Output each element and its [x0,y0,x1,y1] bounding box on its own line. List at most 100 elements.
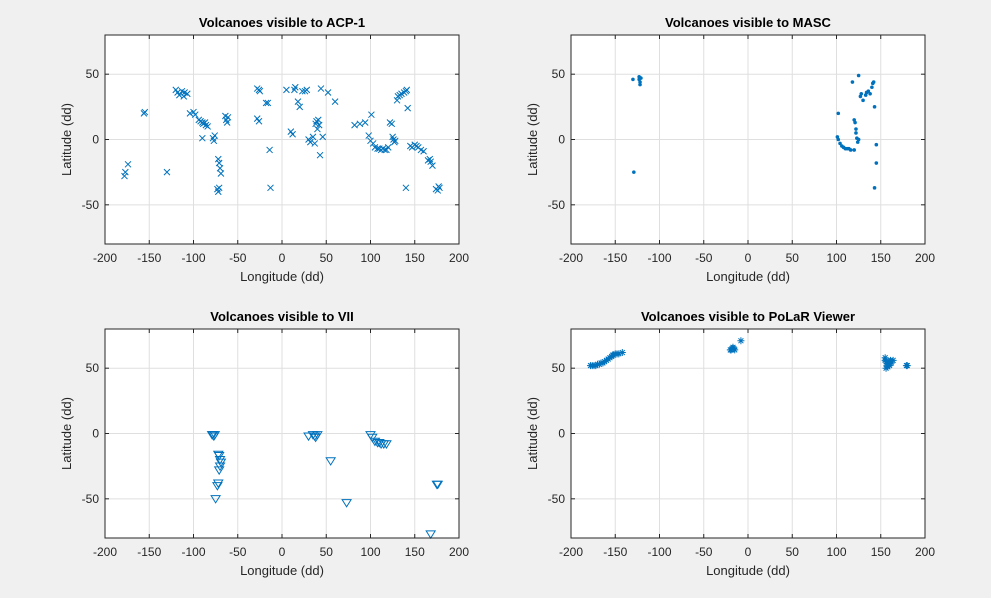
data-point [429,162,436,169]
x-tick-label: -50 [229,251,247,265]
data-point [848,148,853,152]
data-point [432,480,444,490]
data-point [309,133,317,141]
data-point [311,140,319,147]
scatter-points [206,431,444,540]
data-point [316,151,324,159]
x-tick-label: -200 [559,251,583,265]
data-point [351,121,358,129]
data-point [856,137,861,142]
data-point [836,137,841,142]
y-tick-label: 50 [86,67,100,81]
data-point [836,111,841,116]
data-point [214,155,222,163]
data-point [215,184,223,192]
data-point [210,137,218,145]
x-tick-label: -150 [603,545,627,559]
data-point [361,119,369,126]
data-point [186,110,194,117]
data-point [356,120,364,128]
data-point [854,127,858,131]
data-point [210,495,222,504]
chart-title: Volcanoes visible to PoLaR Viewer [641,309,855,324]
x-tick-label: -100 [181,251,205,265]
x-tick-label: -50 [695,545,713,559]
data-point [180,93,188,100]
data-point [420,147,427,155]
data-point [859,91,864,96]
x-tick-label: 50 [786,545,800,559]
x-tick-label: 0 [745,545,752,559]
x-tick-label: 50 [320,545,334,559]
data-point [886,362,894,370]
data-point [262,99,270,107]
data-point [365,132,373,139]
x-tick-label: 150 [871,251,891,265]
y-axis-label: Latitude (dd) [525,397,540,470]
data-point [319,133,327,141]
data-point [216,164,224,172]
y-tick-label: -50 [82,198,100,212]
data-point [315,121,323,129]
data-point [314,116,322,124]
x-tick-label: -200 [93,545,117,559]
data-point [850,80,855,84]
x-axis-label: Longitude (dd) [706,269,790,284]
data-point [866,89,871,93]
x-axis-label: Longitude (dd) [240,563,324,578]
data-point [317,85,325,92]
x-tick-label: 100 [826,545,846,559]
x-tick-label: -50 [229,545,247,559]
scatter-points [586,337,911,372]
data-point [731,346,739,354]
data-point [889,356,897,364]
data-point [874,142,879,147]
data-point [266,146,273,154]
data-point [861,98,865,103]
y-tick-label: 50 [552,361,566,375]
data-point [615,350,623,358]
data-point [303,86,311,94]
data-point [198,134,206,142]
y-tick-label: 0 [558,133,565,147]
x-tick-label: 0 [745,251,752,265]
data-point [331,98,339,105]
data-point [374,145,381,152]
x-tick-label: -150 [603,251,627,265]
data-point [618,349,626,357]
x-tick-label: 200 [915,545,935,559]
subplot-acp1: -200 -150 -100 -50 0 50 100 150 200 -50 0 50 Volcano… [59,15,469,284]
data-point [209,431,221,440]
data-point [639,76,643,80]
chart-title: Volcanoes visible to MASC [665,15,832,30]
data-point [369,140,377,147]
data-point [381,146,389,154]
data-point [852,148,856,152]
data-point [256,87,264,95]
data-point [294,98,302,105]
data-point [872,186,877,190]
data-point [425,530,437,540]
data-point [267,184,274,192]
x-tick-label: -200 [559,545,583,559]
data-point [255,117,263,125]
data-point [631,77,635,82]
x-tick-label: 0 [279,545,286,559]
data-point [854,131,858,135]
x-tick-label: 100 [360,545,380,559]
y-tick-label: 50 [552,67,566,81]
data-point [214,188,222,196]
data-point [325,457,337,466]
data-point [391,137,399,145]
data-point [887,359,895,367]
data-point [403,86,411,94]
x-tick-label: 150 [405,545,425,559]
data-point [303,432,314,442]
scatter-points [121,83,443,196]
y-tick-label: 0 [92,133,99,147]
data-point [122,168,129,176]
chart-title: Volcanoes visible to ACP-1 [199,15,365,30]
data-point [436,184,443,192]
data-point [368,111,375,119]
